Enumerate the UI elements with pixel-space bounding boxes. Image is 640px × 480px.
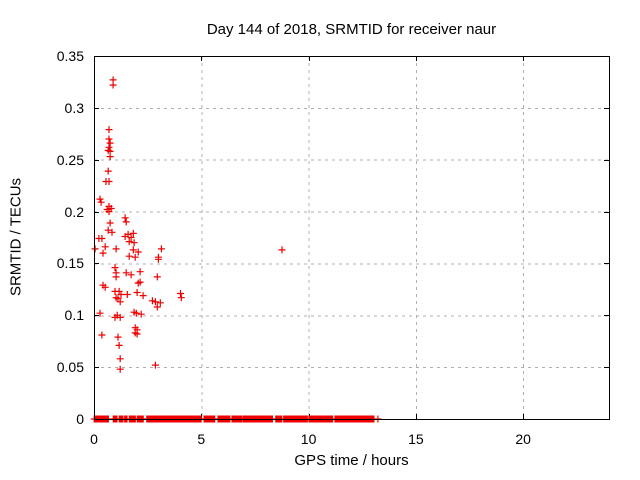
y-tick-label: 0.1 — [64, 307, 84, 324]
x-tick-label: 20 — [515, 431, 531, 447]
y-tick-label: 0.15 — [56, 255, 84, 272]
plot-border — [94, 56, 610, 420]
x-tick-label: 5 — [197, 431, 206, 447]
y-tick-label: 0.2 — [64, 203, 84, 220]
x-tick-label: 0 — [90, 431, 98, 447]
chart-title: Day 144 of 2018, SRMTID for receiver nau… — [206, 21, 497, 38]
y-tick-label: 0.3 — [64, 99, 84, 116]
y-tick-label: 0.05 — [56, 359, 84, 376]
y-tick-label: 0.35 — [56, 48, 84, 64]
x-tick-label: 10 — [300, 431, 317, 447]
x-axis-label: GPS time / hours — [294, 452, 409, 469]
y-tick-label: 0.25 — [56, 151, 84, 168]
x-tick-label: 15 — [408, 431, 424, 447]
y-tick-label: 0 — [76, 411, 84, 427]
scatter-plus-markers — [90, 76, 382, 423]
y-axis-label-text: SRMTID / TECUs — [7, 177, 25, 297]
